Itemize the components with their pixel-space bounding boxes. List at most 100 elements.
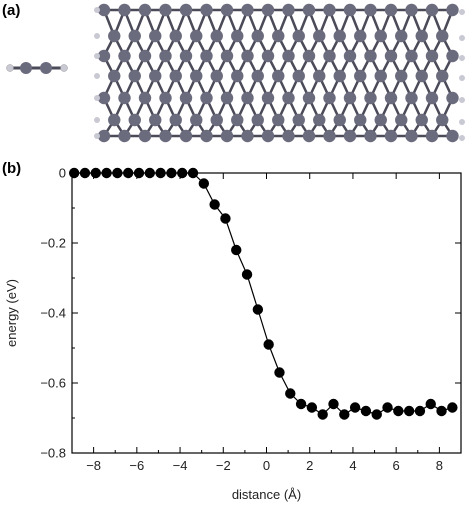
- carbon-atom: [384, 91, 398, 105]
- acetylene-molecule: [6, 62, 68, 74]
- carbon-atom: [384, 3, 398, 17]
- carbon-atom: [323, 49, 336, 63]
- x-tick-label: −4: [173, 458, 188, 473]
- carbon-atom: [292, 113, 305, 127]
- carbon-atom: [97, 49, 111, 63]
- carbon-atom: [138, 91, 152, 105]
- carbon-atom: [261, 49, 275, 63]
- data-point: [252, 304, 264, 315]
- carbon-atom: [374, 69, 387, 83]
- y-tick-label: −0.4: [40, 306, 66, 321]
- carbon-atom: [292, 29, 305, 43]
- data-point: [414, 405, 426, 417]
- carbon-atom: [190, 69, 203, 83]
- data-point: [263, 339, 274, 350]
- carbon-atom: [241, 49, 254, 63]
- carbon-atom: [302, 91, 316, 105]
- hydrogen-atom: [94, 95, 100, 101]
- carbon-atom: [118, 129, 131, 143]
- carbon-atom: [272, 113, 285, 127]
- data-point: [101, 167, 112, 179]
- carbon-atom: [313, 113, 326, 127]
- carbon-atom: [354, 113, 367, 127]
- hydrogen-atom: [94, 117, 100, 123]
- carbon-atom: [210, 69, 223, 83]
- x-tick-label: 6: [393, 458, 400, 473]
- data-point: [295, 398, 307, 410]
- carbon-atom: [364, 129, 377, 143]
- carbon-atom: [354, 29, 367, 43]
- carbon-atom: [364, 91, 377, 105]
- carbon-atom: [118, 91, 131, 105]
- x-tick-label: −8: [86, 458, 101, 473]
- carbon-atom: [446, 49, 459, 63]
- carbon-atom: [282, 3, 295, 17]
- carbon-atom: [210, 113, 223, 127]
- data-point: [328, 398, 339, 410]
- carbon-atom: [374, 29, 387, 43]
- carbon-atom: [395, 113, 408, 127]
- carbon-atom: [425, 49, 439, 63]
- carbon-atom: [405, 3, 418, 17]
- carbon-atom: [97, 91, 111, 105]
- carbon-atom: [302, 3, 316, 17]
- data-point: [155, 167, 166, 179]
- data-point: [79, 167, 91, 179]
- carbon-atom: [313, 29, 326, 43]
- carbon-atom: [364, 3, 377, 17]
- hydrogen-atom: [60, 64, 68, 72]
- carbon-atom: [405, 91, 418, 105]
- carbon-atom: [282, 91, 295, 105]
- carbon-atom: [405, 129, 418, 143]
- carbon-atom: [200, 49, 213, 63]
- carbon-atom: [384, 49, 398, 63]
- carbon-atom: [159, 49, 172, 63]
- carbon-atom: [179, 3, 193, 17]
- carbon-atom: [415, 113, 428, 127]
- y-axis-label: energy (eV): [4, 279, 19, 347]
- carbon-atom: [436, 29, 449, 43]
- data-point: [371, 409, 382, 420]
- hydrogen-atom: [459, 55, 465, 61]
- data-point: [349, 402, 361, 413]
- carbon-atom: [384, 129, 398, 143]
- data-point: [436, 405, 447, 417]
- carbon-atom: [231, 113, 244, 127]
- carbon-atom: [354, 69, 367, 83]
- data-point: [306, 402, 318, 413]
- carbon-atom: [292, 69, 305, 83]
- carbon-atom: [220, 91, 234, 105]
- carbon-atom: [179, 91, 193, 105]
- carbon-atom: [210, 29, 223, 43]
- carbon-atom: [159, 129, 172, 143]
- hydrogen-atom: [94, 73, 100, 79]
- x-tick-label: 4: [349, 458, 356, 473]
- hydrogen-atom: [459, 75, 465, 81]
- data-point: [112, 167, 123, 179]
- data-point: [447, 402, 458, 413]
- carbon-atom: [169, 113, 182, 127]
- carbon-atom: [425, 129, 439, 143]
- carbon-atom: [302, 49, 316, 63]
- carbon-atom: [415, 29, 428, 43]
- y-tick-label: 0: [59, 166, 66, 181]
- carbon-atom: [446, 129, 459, 143]
- carbon-atom: [425, 91, 439, 105]
- hydrogen-atom: [94, 133, 100, 139]
- data-point: [187, 167, 199, 179]
- carbon-atom: [159, 3, 172, 17]
- hydrogen-atom: [94, 33, 100, 39]
- x-tick-label: 8: [436, 458, 443, 473]
- panel-a-label: (a): [2, 2, 21, 19]
- carbon-atom: [333, 69, 346, 83]
- carbon-atom: [200, 129, 213, 143]
- data-line: [74, 172, 453, 416]
- carbon-atom: [118, 3, 131, 17]
- carbon-atom: [282, 129, 295, 143]
- data-point: [425, 398, 436, 410]
- data-point: [209, 199, 220, 210]
- carbon-atom: [97, 3, 111, 17]
- hydrogen-atom: [94, 7, 100, 13]
- carbon-atom: [108, 113, 121, 127]
